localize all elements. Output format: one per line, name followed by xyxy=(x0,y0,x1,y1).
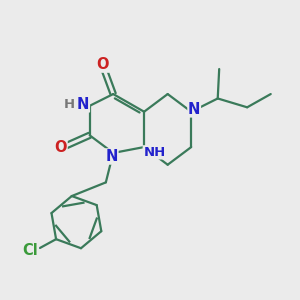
Text: N: N xyxy=(106,149,118,164)
Text: NH: NH xyxy=(143,146,166,159)
Text: N: N xyxy=(77,97,89,112)
Text: O: O xyxy=(97,57,109,72)
Text: N: N xyxy=(188,102,200,117)
Text: Cl: Cl xyxy=(22,243,38,258)
Text: H: H xyxy=(64,98,75,111)
Text: O: O xyxy=(55,140,67,154)
